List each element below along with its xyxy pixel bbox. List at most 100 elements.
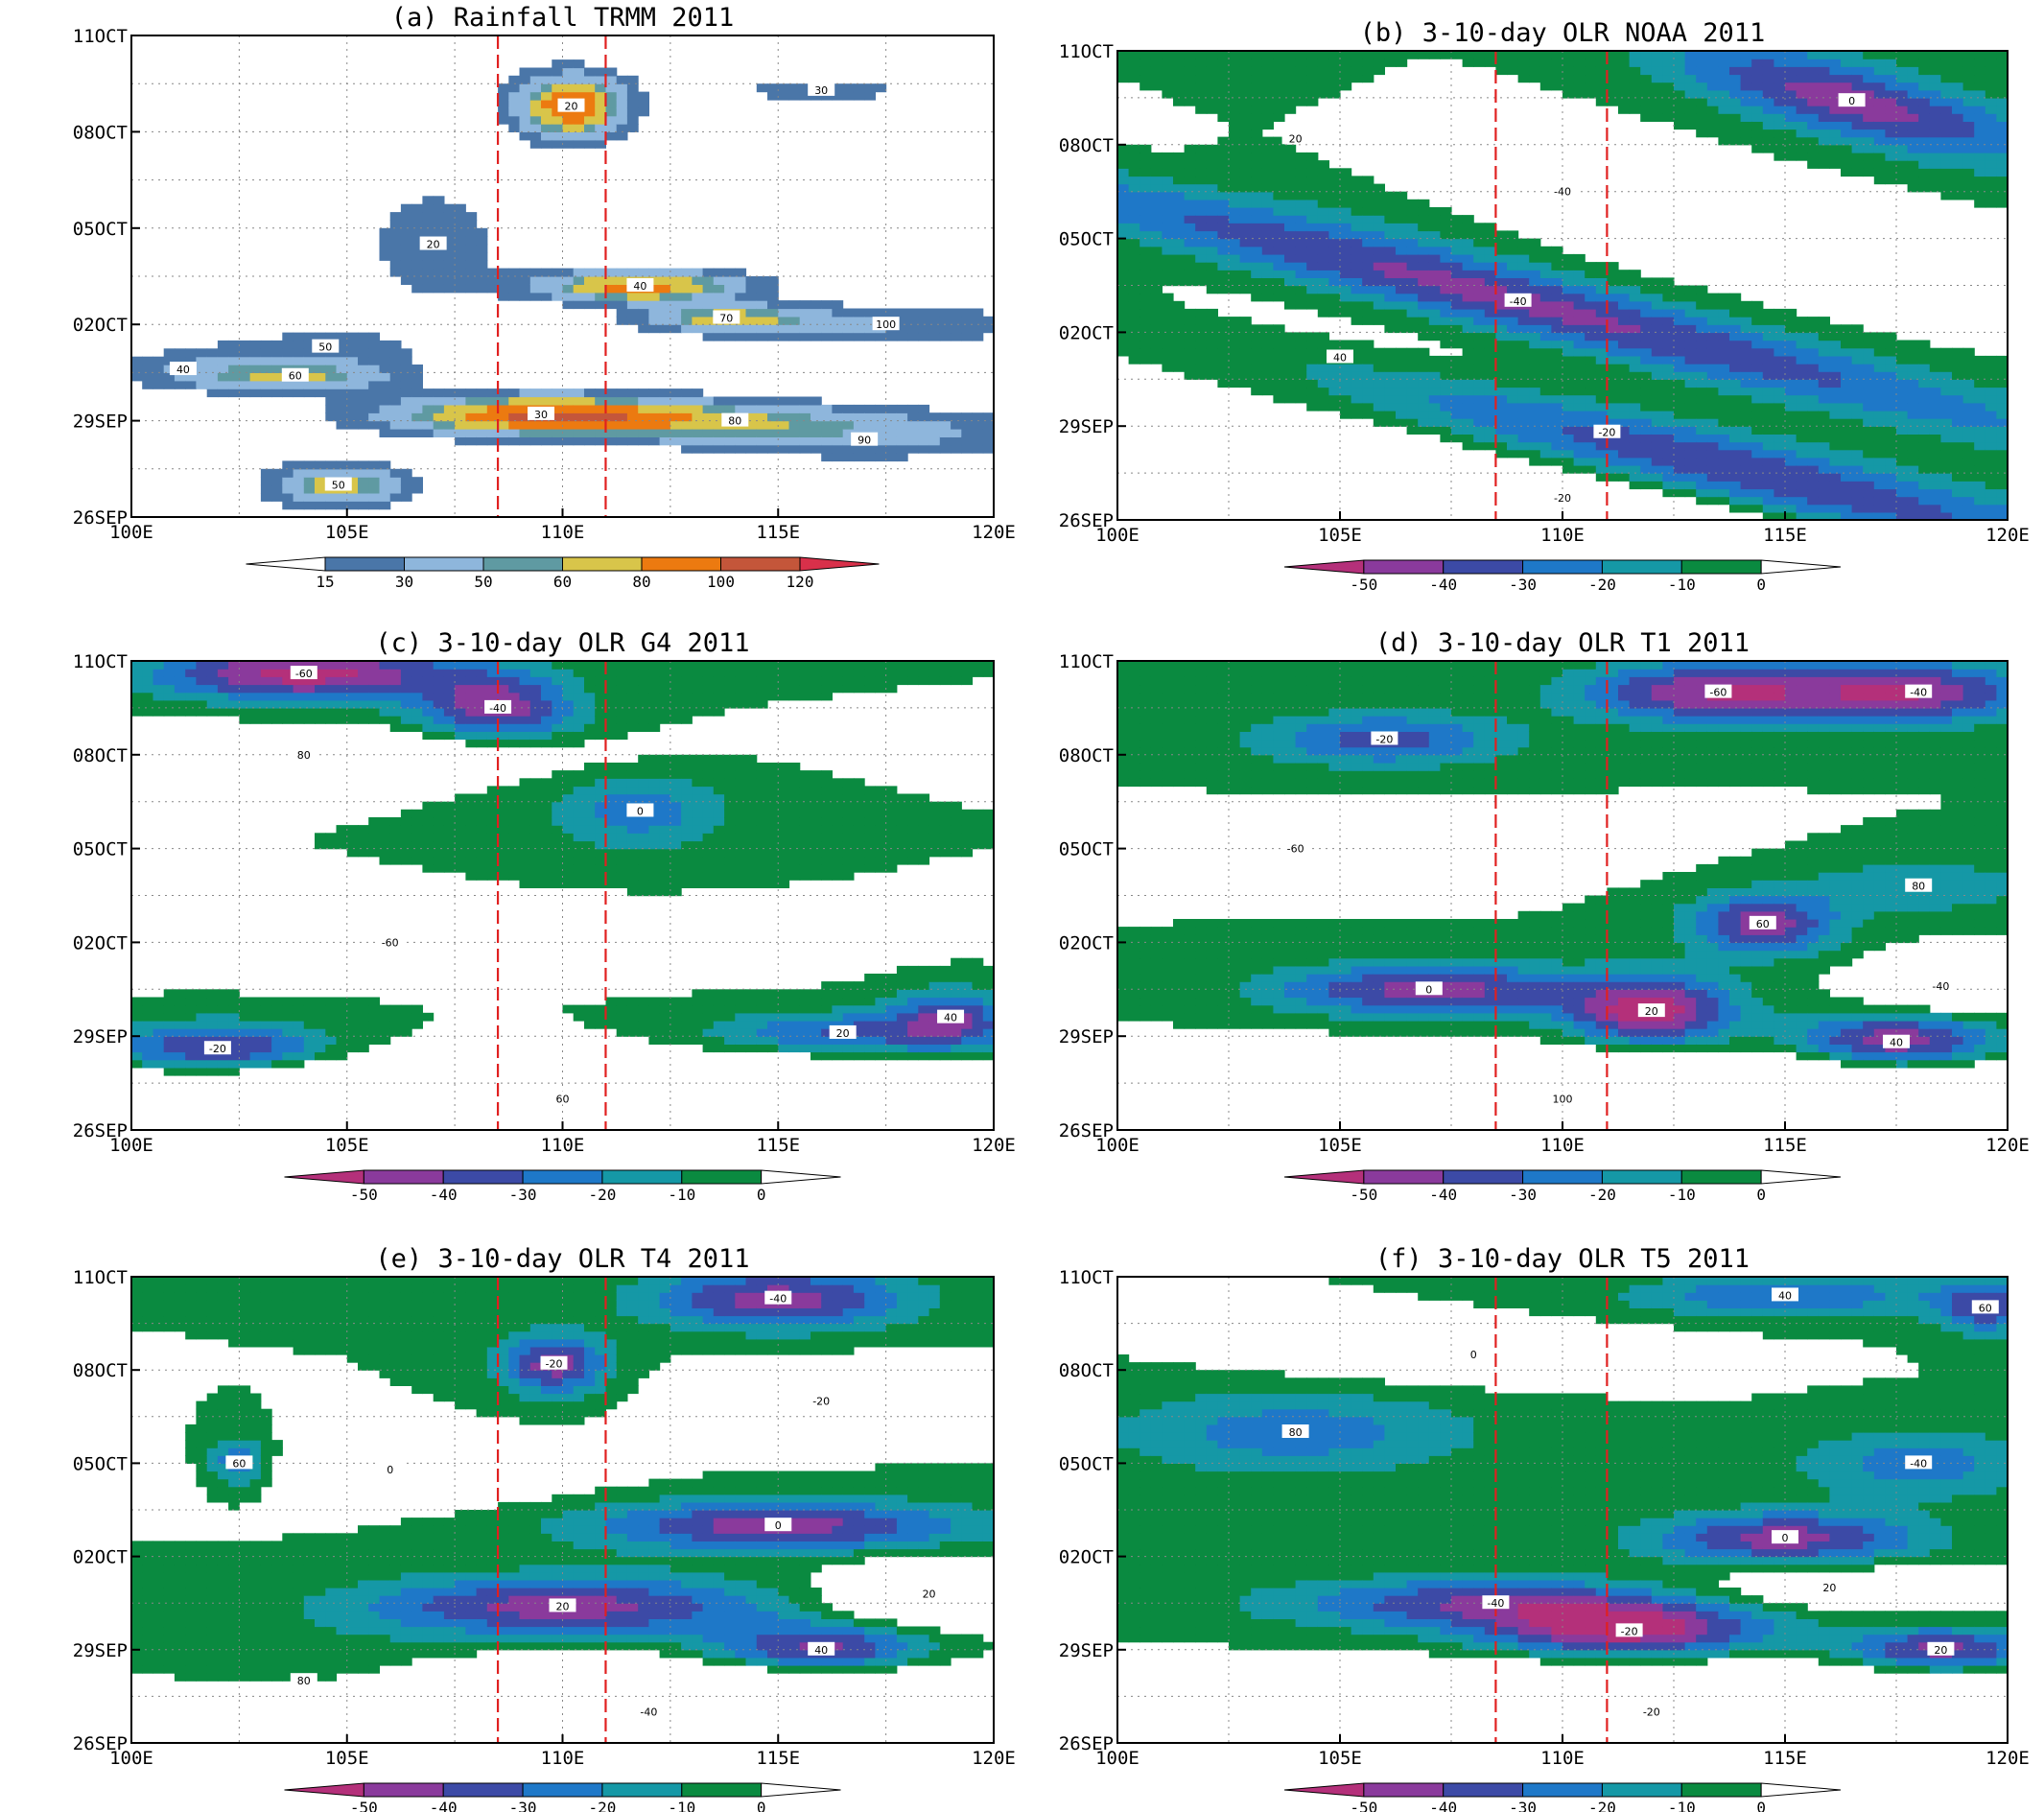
field-cell: [358, 356, 369, 365]
field-cell: [185, 661, 197, 670]
field-cell: [1841, 418, 1853, 427]
field-cell: [1573, 347, 1586, 357]
field-cell: [1940, 488, 1953, 498]
field-cell: [1785, 347, 1797, 357]
field-cell: [1150, 246, 1163, 255]
field-cell: [1696, 410, 1708, 419]
field-cell: [433, 203, 445, 213]
field-cell: [443, 699, 456, 709]
field-cell: [1940, 426, 1953, 435]
field-cell: [1351, 207, 1363, 216]
field-cell: [1462, 253, 1474, 263]
field-cell: [1918, 160, 1931, 169]
field-cell: [1929, 129, 1941, 138]
field-cell: [616, 124, 628, 132]
field-cell: [1774, 410, 1786, 419]
field-cell: [885, 429, 898, 437]
colorbar-segment: [799, 556, 880, 572]
field-cell: [605, 67, 618, 77]
field-cell: [249, 676, 262, 686]
field-cell: [358, 699, 369, 709]
field-cell: [584, 139, 596, 149]
field-cell: [1173, 191, 1186, 200]
field-cell: [529, 684, 542, 694]
field-cell: [1295, 89, 1307, 99]
field-cell: [1651, 387, 1663, 396]
contour-label-bg: [626, 278, 654, 293]
field-cell: [1618, 418, 1631, 427]
field-cell: [1706, 394, 1719, 404]
field-cell: [368, 1020, 380, 1029]
field-cell: [249, 716, 262, 724]
field-cell: [788, 316, 801, 325]
field-cell: [595, 115, 606, 125]
field-cell: [1495, 270, 1508, 278]
field-cell: [185, 1004, 197, 1014]
field-cell: [1996, 371, 2008, 380]
field-cell: [1851, 136, 1864, 146]
field-cell: [389, 1020, 402, 1029]
field-cell: [670, 300, 682, 310]
field-cell: [896, 453, 908, 462]
field-cell: [1184, 371, 1196, 380]
field-cell: [422, 260, 435, 270]
field-cell: [282, 1059, 294, 1069]
field-cell: [573, 284, 585, 294]
field-cell: [1195, 152, 1208, 161]
field-cell: [476, 856, 488, 865]
field-cell: [1162, 160, 1174, 169]
field-cell: [1229, 160, 1241, 169]
field-cell: [1428, 317, 1441, 325]
field-cell: [1674, 464, 1686, 474]
field-cell: [1128, 160, 1140, 169]
field-cell: [756, 292, 768, 301]
field-cell: [1985, 426, 1997, 435]
field-cell: [713, 412, 725, 422]
field-cell: [400, 809, 412, 818]
field-cell: [616, 388, 628, 398]
field-cell: [1306, 371, 1319, 380]
field-cell: [1640, 481, 1653, 490]
field-cell: [1885, 168, 1897, 177]
field-cell: [1128, 317, 1140, 325]
field-cell: [1885, 511, 1897, 520]
field-cell: [508, 268, 521, 277]
field-cell: [1239, 183, 1252, 193]
field-cell: [1273, 113, 1285, 122]
field-cell: [1706, 473, 1719, 482]
field-cell: [422, 227, 435, 237]
field-cell: [1317, 82, 1329, 91]
field-cell: [1295, 332, 1307, 341]
field-cell: [476, 236, 488, 246]
field-cell: [196, 348, 208, 358]
field-cell: [692, 436, 704, 446]
field-cell: [465, 388, 478, 398]
field-cell: [1740, 332, 1752, 341]
field-cell: [1406, 277, 1419, 287]
field-cell: [1251, 129, 1263, 138]
field-cell: [595, 67, 606, 77]
field-cell: [1818, 160, 1830, 169]
field-cell: [1239, 207, 1252, 216]
field-cell: [1974, 191, 1986, 200]
contour-label: 40: [176, 364, 190, 376]
field-cell: [778, 83, 790, 93]
field-cell: [1117, 59, 1130, 67]
field-cell: [821, 429, 833, 437]
field-cell: [153, 699, 165, 709]
field-cell: [724, 268, 736, 277]
field-cell: [508, 284, 521, 294]
colorbar-segment: [720, 556, 801, 572]
field-cell: [1306, 89, 1319, 99]
field-cell: [659, 420, 671, 430]
field-cell: [486, 825, 499, 834]
field-cell: [1428, 277, 1441, 287]
field-cell: [1807, 426, 1820, 435]
field-cell: [185, 676, 197, 686]
field-cell: [303, 380, 316, 389]
field-cell: [1796, 481, 1808, 490]
field-cell: [692, 316, 704, 325]
field-cell: [1229, 230, 1241, 240]
field-cell: [1640, 426, 1653, 435]
field-cell: [1529, 277, 1541, 287]
